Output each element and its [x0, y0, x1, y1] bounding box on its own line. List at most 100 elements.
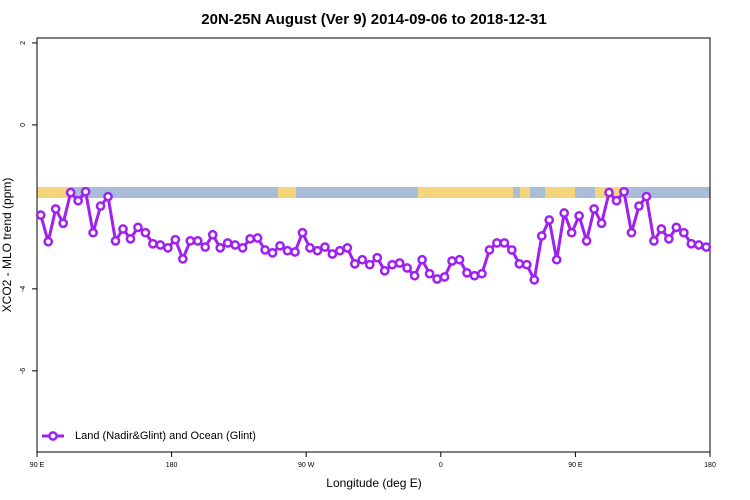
data-point: [544, 215, 555, 225]
data-point: [297, 227, 308, 238]
y-tick-label: -6: [20, 368, 27, 374]
data-point: [260, 245, 270, 255]
data-point: [551, 254, 562, 265]
data-point: [327, 249, 338, 259]
data-point: [357, 254, 368, 265]
data-point: [275, 240, 285, 251]
data-point: [95, 201, 106, 211]
data-point: [133, 222, 143, 233]
data-point: [693, 240, 704, 250]
data-point: [252, 233, 263, 243]
data-point: [335, 245, 345, 256]
data-point: [215, 243, 226, 253]
x-tick-label: 0: [439, 462, 443, 469]
data-point: [394, 258, 405, 268]
data-point: [492, 238, 502, 248]
data-point: [641, 191, 652, 202]
data-point: [170, 234, 181, 245]
data-point: [439, 272, 450, 282]
data-point: [43, 236, 54, 247]
data-point: [604, 187, 614, 198]
data-point: [245, 234, 255, 244]
data-point: [581, 236, 592, 246]
data-point: [35, 210, 46, 220]
data-point: [664, 234, 674, 244]
data-point: [701, 242, 712, 252]
data-point: [58, 218, 69, 229]
data-point: [192, 236, 203, 246]
data-point: [230, 240, 241, 250]
x-tick-label: 90 E: [568, 462, 583, 469]
data-point: [402, 263, 412, 273]
plot-frame: [36, 37, 711, 453]
data-point: [372, 252, 383, 263]
chart-title: 20N-25N August (Ver 9) 2014-09-06 to 201…: [201, 11, 546, 28]
data-point: [387, 259, 398, 270]
y-tick-label: 0: [20, 123, 27, 127]
data-point: [409, 270, 420, 281]
data-point: [424, 268, 435, 279]
data-point: [619, 186, 629, 197]
data-point: [447, 256, 457, 266]
data-point: [342, 243, 353, 253]
data-point: [163, 243, 173, 253]
data-point: [50, 204, 61, 214]
data-point: [379, 265, 390, 276]
data-point: [88, 227, 98, 238]
data-point: [514, 259, 525, 269]
data-point: [671, 222, 682, 233]
data-point: [678, 227, 689, 238]
data-point: [110, 236, 121, 246]
data-point: [649, 236, 659, 246]
data-point: [521, 259, 532, 270]
data-point: [282, 245, 293, 256]
legend-label: Land (Nadir&Glint) and Ocean (Glint): [75, 430, 256, 442]
data-point: [656, 224, 667, 234]
x-tick-label: 180: [704, 462, 716, 469]
data-point: [155, 240, 166, 250]
data-point: [80, 186, 91, 197]
y-tick-label: -4: [20, 286, 27, 292]
data-point: [484, 245, 495, 255]
data-point: [469, 270, 480, 281]
y-tick-label: 2: [20, 41, 27, 45]
data-point: [305, 243, 315, 253]
data-point: [290, 247, 300, 257]
data-point: [559, 208, 570, 218]
data-point: [686, 238, 697, 249]
data-point: [596, 218, 607, 229]
data-point: [454, 254, 465, 265]
data-point: [207, 229, 218, 240]
data-point: [611, 195, 622, 206]
data-point: [73, 195, 83, 206]
data-point: [140, 227, 151, 238]
data-point: [499, 238, 510, 248]
data-point: [536, 231, 547, 241]
data-point: [506, 245, 517, 255]
data-point: [65, 187, 76, 198]
data-point: [364, 259, 375, 270]
data-point: [626, 227, 637, 238]
x-tick-label: 180: [166, 462, 178, 469]
data-point: [118, 224, 128, 234]
data-point: [529, 274, 540, 285]
x-tick-label: 90 E: [30, 462, 45, 469]
data-point: [125, 234, 136, 244]
data-point: [477, 268, 487, 279]
data-point: [566, 227, 577, 238]
data-point: [177, 254, 188, 264]
data-point: [589, 204, 599, 214]
data-point: [222, 238, 233, 248]
x-tick-label: 90 W: [298, 462, 315, 469]
data-point: [148, 238, 158, 249]
data-point: [185, 236, 196, 246]
data-point: [237, 243, 248, 253]
data-point: [462, 268, 472, 278]
data-point: [432, 274, 442, 284]
x-axis-label: Longitude (deg E): [326, 476, 421, 490]
y-axis-label: XCO2 - MLO trend (ppm): [0, 178, 14, 313]
data-point: [634, 201, 644, 211]
data-point: [200, 242, 211, 252]
legend-marker: [48, 431, 58, 441]
